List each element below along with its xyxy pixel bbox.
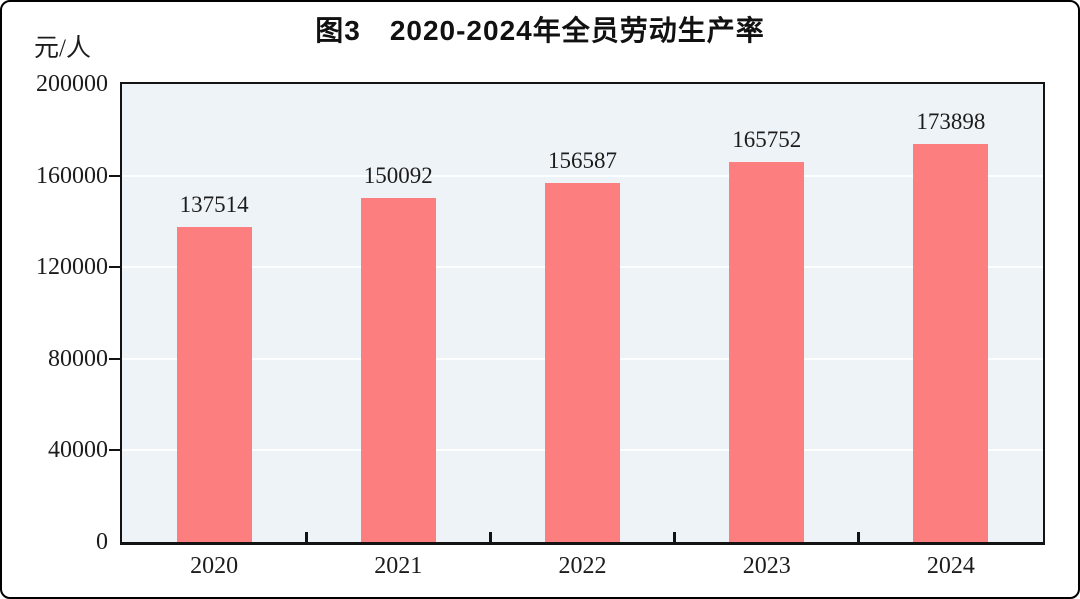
y-axis-tick-label-200000: 200000 (36, 71, 108, 97)
x-axis-tick-mark (304, 532, 308, 542)
x-axis-tick-mark (673, 532, 677, 542)
x-axis-label-2021: 2021 (374, 553, 423, 579)
y-axis-tick-label-160000: 160000 (36, 162, 108, 189)
x-axis-label-2022: 2022 (558, 553, 607, 579)
y-axis-tick-mark (109, 266, 120, 269)
y-axis-unit-label: 元/人 (34, 35, 91, 62)
bar-2021 (360, 198, 436, 542)
y-axis-tick-mark (109, 357, 120, 360)
bar-2023 (729, 162, 805, 542)
bar-value-label-2023: 165752 (732, 127, 802, 152)
y-axis-tick-label-80000: 80000 (48, 345, 108, 372)
bar-value-label-2022: 156587 (547, 148, 617, 173)
x-axis-label-2024: 2024 (926, 553, 975, 579)
y-axis-tick-label-120000: 120000 (36, 254, 108, 281)
bar-value-label-2020: 137514 (179, 192, 249, 217)
bar-value-label-2024: 173898 (916, 109, 986, 134)
x-axis-label-2020: 2020 (190, 553, 239, 579)
x-axis-tick-mark (857, 532, 861, 542)
gridline-160000 (122, 174, 1043, 177)
x-axis-label-2023: 2023 (742, 553, 791, 579)
bar-2024 (913, 144, 989, 542)
chart-title: 图3 2020-2024年全员劳动生产率 (315, 15, 765, 46)
y-axis-tick-mark (109, 449, 120, 452)
plot-area: 137514 150092 156587 165752 173898 (120, 82, 1045, 545)
bar-2020 (176, 227, 252, 542)
y-axis-tick-label-40000: 40000 (48, 437, 108, 464)
y-axis-tick-mark (109, 174, 120, 177)
bar-value-label-2021: 150092 (363, 163, 433, 188)
y-axis-tick-label-0: 0 (96, 529, 108, 555)
x-axis-tick-mark (488, 532, 492, 542)
bar-2022 (545, 183, 620, 542)
